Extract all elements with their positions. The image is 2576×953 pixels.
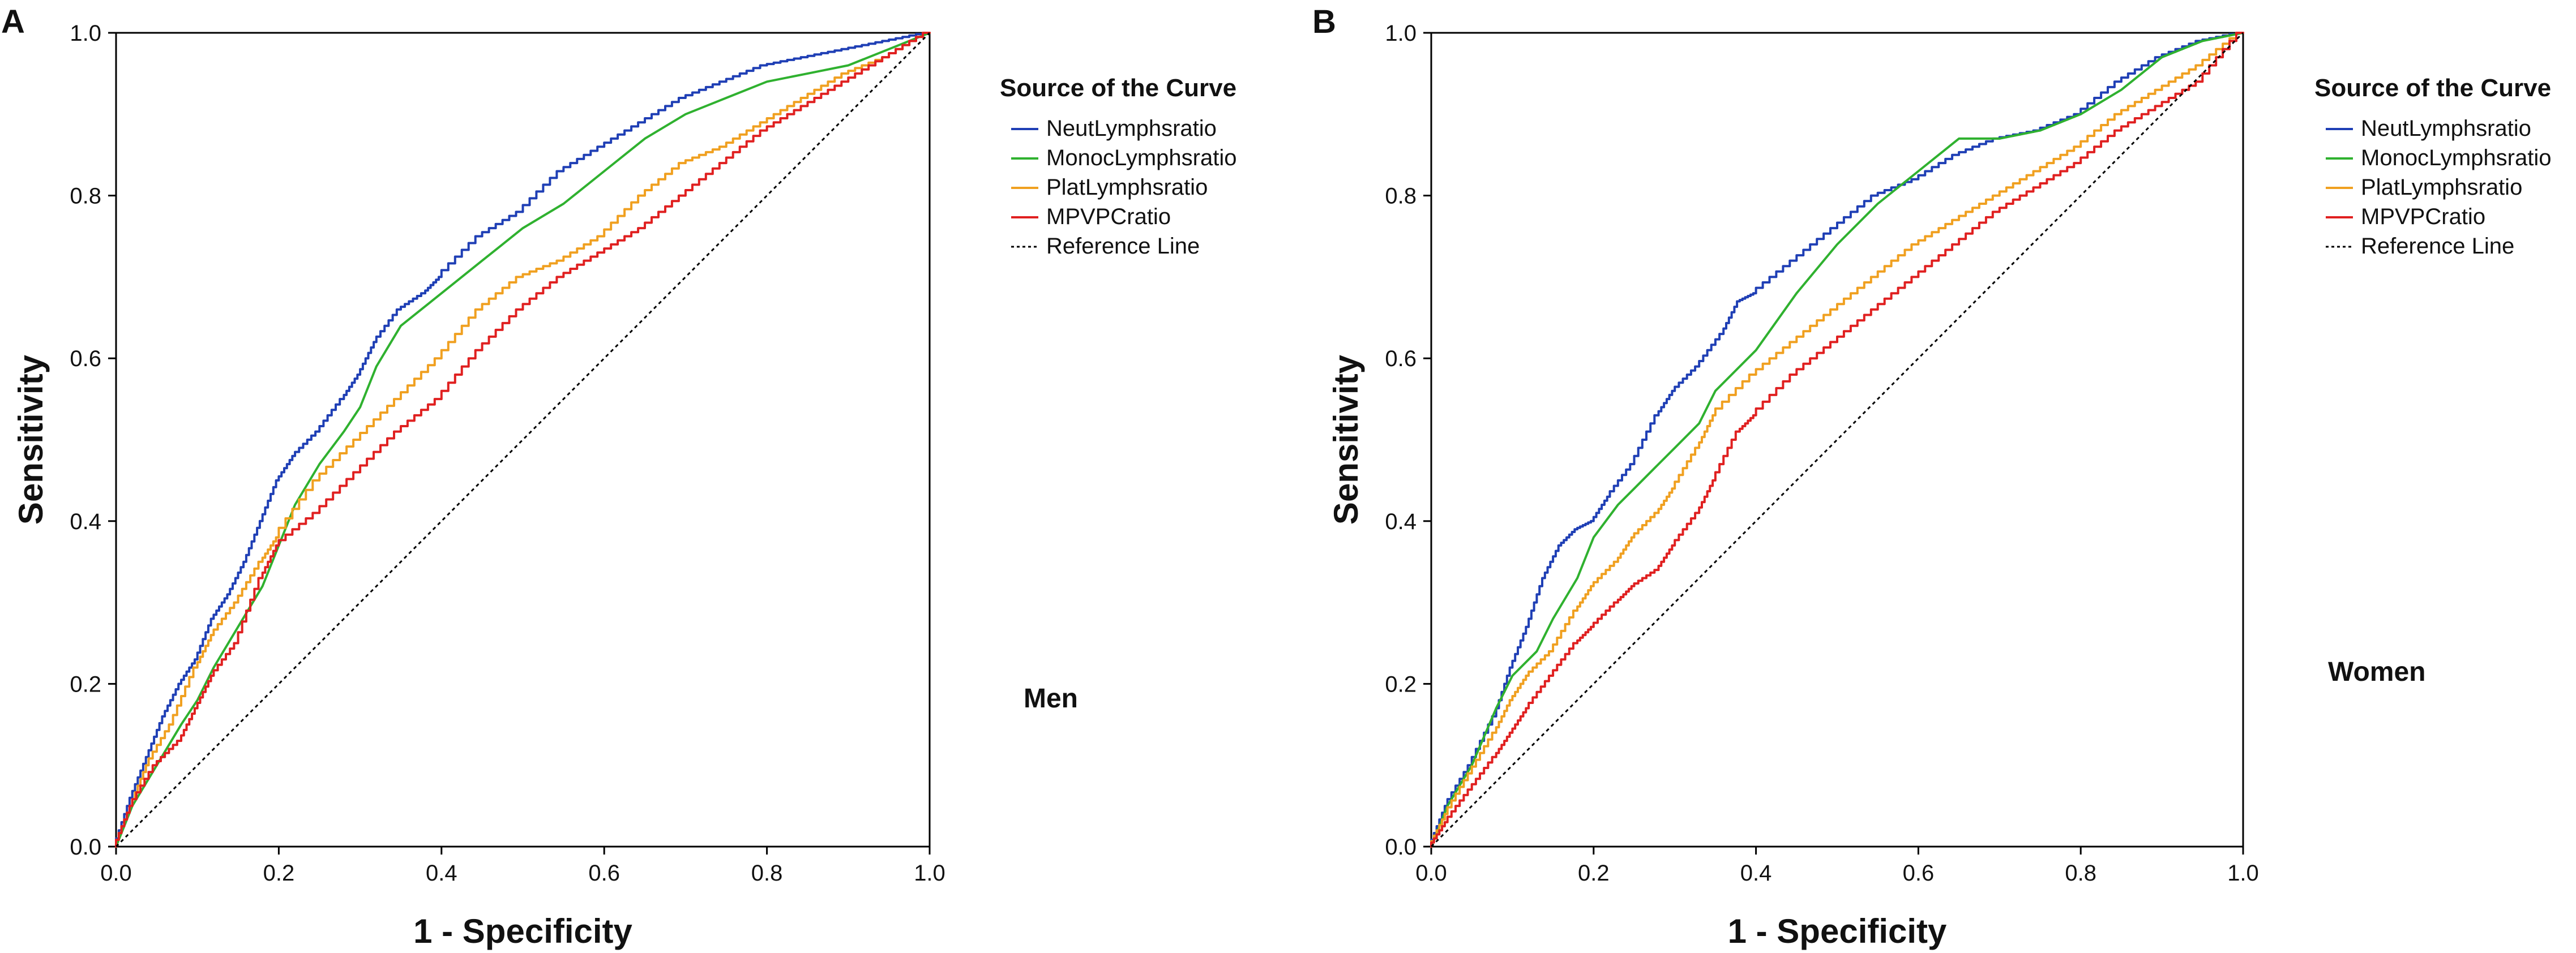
y-tick-label: 0.4 xyxy=(70,509,101,534)
y-tick-label: 0.8 xyxy=(1385,184,1417,209)
legend-label: MPVPCratio xyxy=(1046,204,1171,229)
series-line-reference-line xyxy=(1430,32,2244,848)
series-line-mpvpcratio xyxy=(1430,32,2244,848)
y-tick-label: 0.8 xyxy=(70,184,101,209)
legend-label: MonocLymphsratio xyxy=(2361,145,2551,170)
x-tick-label: 0.0 xyxy=(100,861,132,886)
plot-frame xyxy=(1430,32,2244,848)
legend-label: MonocLymphsratio xyxy=(1046,145,1236,170)
x-tick-label: 0.0 xyxy=(1415,861,1447,886)
series-line-reference-line xyxy=(115,32,931,848)
y-tick-label: 1.0 xyxy=(1385,21,1417,46)
x-axis-title: 1 - Specificity xyxy=(413,912,632,950)
x-tick-label: 0.8 xyxy=(751,861,783,886)
x-tick-label: 1.0 xyxy=(914,861,945,886)
panel-annotation: Women xyxy=(2328,657,2425,687)
y-axis-title: Sensitivity xyxy=(1327,354,1365,525)
x-tick-label: 0.4 xyxy=(426,861,457,886)
series-line-monoclymphsratio xyxy=(115,32,931,848)
y-tick-label: 1.0 xyxy=(70,21,101,46)
y-axis-title: Sensitivity xyxy=(12,354,50,525)
x-tick-label: 1.0 xyxy=(2227,861,2259,886)
x-tick-label: 0.2 xyxy=(263,861,295,886)
series-line-monoclymphsratio xyxy=(1430,32,2244,848)
legend-label: PlatLymphsratio xyxy=(1046,175,1208,200)
panel-annotation: Men xyxy=(1024,684,1078,714)
y-tick-label: 0.6 xyxy=(1385,346,1417,371)
panel-letter: B xyxy=(1312,3,1336,40)
legend-label: NeutLymphsratio xyxy=(2361,116,2531,141)
x-tick-label: 0.2 xyxy=(1578,861,1610,886)
series-line-neutlymphsratio xyxy=(115,32,931,848)
plot-frame xyxy=(115,32,931,848)
series-line-platlymphsratio xyxy=(115,32,931,848)
y-tick-label: 0.2 xyxy=(1385,672,1417,697)
y-tick-label: 0.0 xyxy=(70,835,101,860)
x-axis-title: 1 - Specificity xyxy=(1728,912,1947,950)
legend-label: Reference Line xyxy=(2361,234,2514,259)
x-tick-label: 0.4 xyxy=(1740,861,1772,886)
series-line-platlymphsratio xyxy=(1430,32,2244,848)
legend-label: MPVPCratio xyxy=(2361,204,2485,229)
legend-title: Source of the Curve xyxy=(1000,74,1236,102)
y-tick-label: 0.0 xyxy=(1385,835,1417,860)
panel-a: A 0.0 0.2 0.4 0.6 0.8 1.0 0.0 0.2 0.4 0.6 0.8 1.0 1 -… xyxy=(1,3,1236,950)
panel-b: B 0.0 0.2 0.4 0.6 0.8 1.0 0.0 0.2 0.4 0.6 0.8 1.0 1 -… xyxy=(1312,3,2551,950)
series-line-mpvpcratio xyxy=(115,32,931,848)
x-tick-label: 0.6 xyxy=(588,861,620,886)
y-tick-label: 0.6 xyxy=(70,346,101,371)
x-tick-label: 0.8 xyxy=(2065,861,2096,886)
x-tick-label: 0.6 xyxy=(1903,861,1935,886)
legend-title: Source of the Curve xyxy=(2314,74,2551,102)
y-tick-label: 0.2 xyxy=(70,672,101,697)
panel-letter: A xyxy=(1,3,25,40)
y-tick-label: 0.4 xyxy=(1385,509,1417,534)
legend-label: NeutLymphsratio xyxy=(1046,116,1217,141)
legend-label: PlatLymphsratio xyxy=(2361,175,2522,200)
legend-label: Reference Line xyxy=(1046,234,1200,259)
